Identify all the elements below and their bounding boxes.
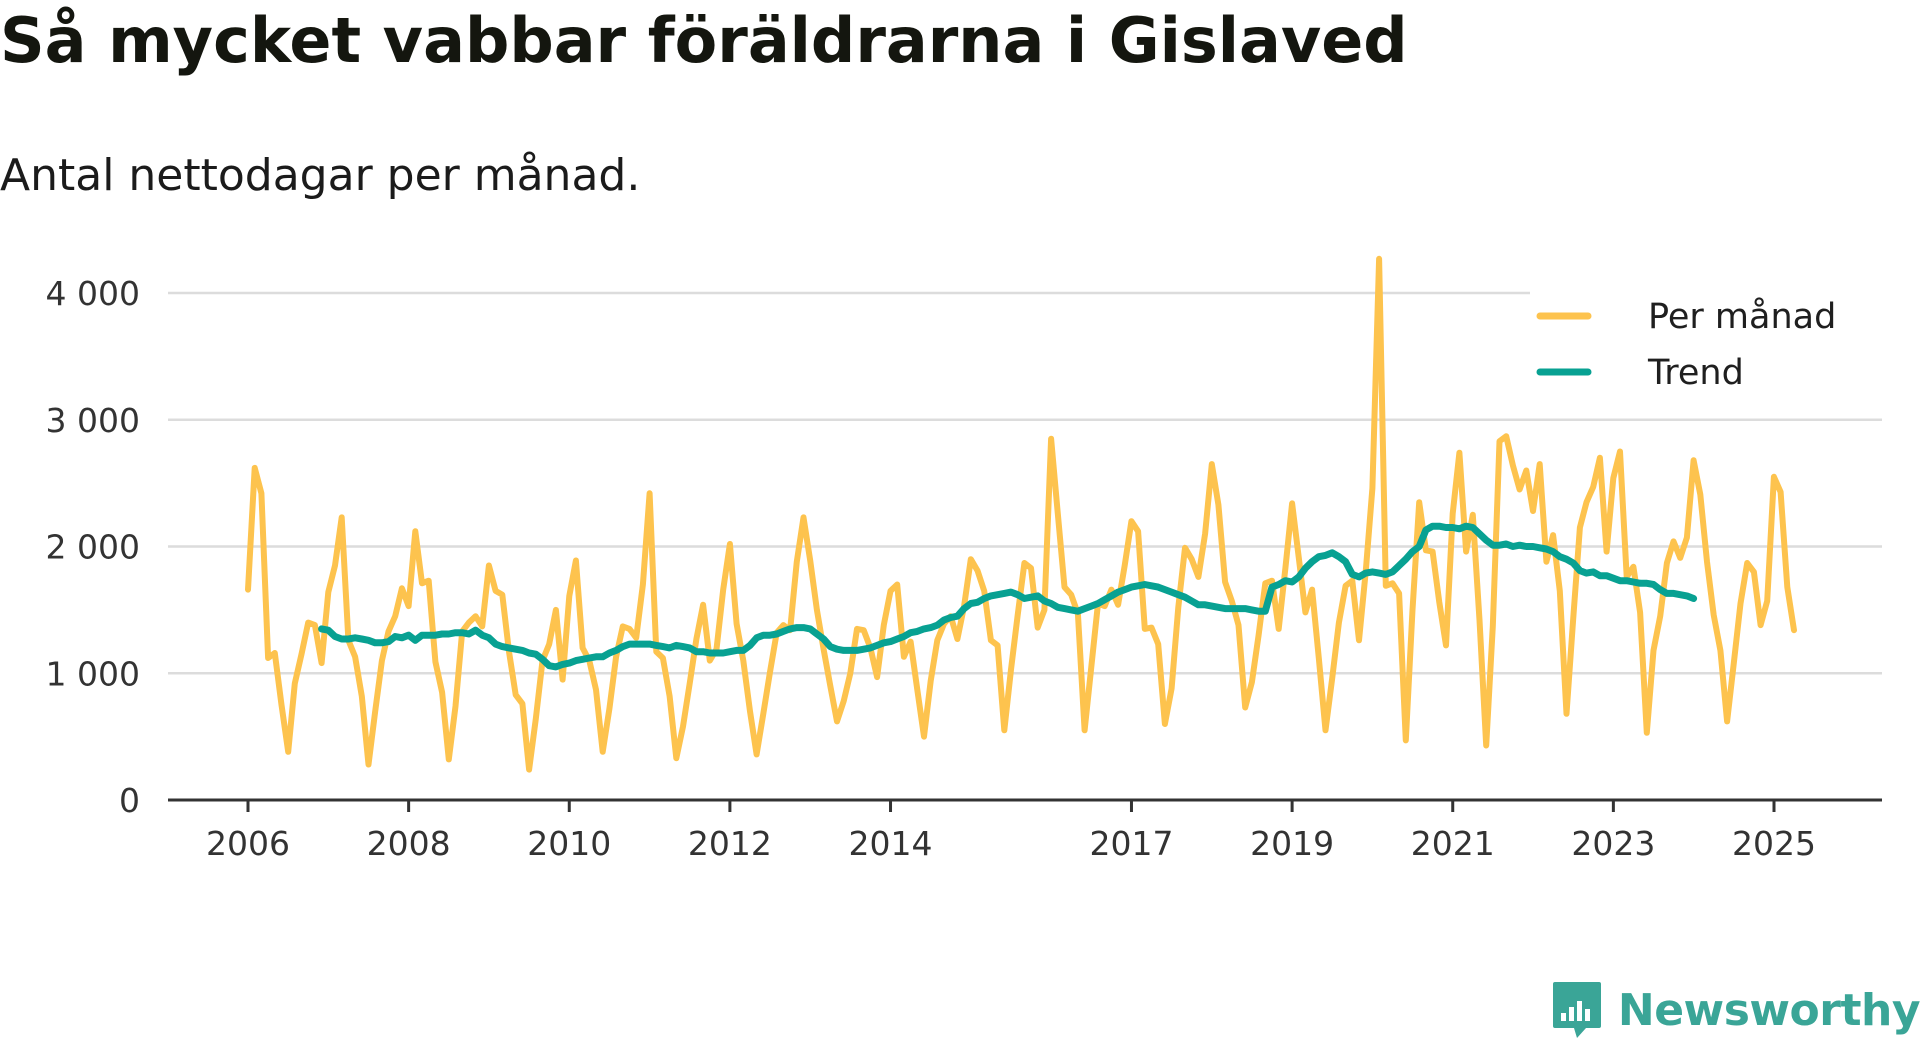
x-tick-label: 2019: [1250, 824, 1334, 863]
x-axis: 2006 2008 2010 2012 2014 2017 2019 2021 2023 2025: [168, 798, 1882, 863]
x-tick-label: 2021: [1411, 824, 1495, 863]
legend-label: Per månad: [1648, 296, 1836, 337]
brand: Newsworthy: [1552, 978, 1920, 1042]
x-tick-label: 2017: [1089, 824, 1173, 863]
y-tick-label: 4 000: [46, 274, 140, 313]
newsworthy-logo-icon: [1552, 982, 1601, 1038]
series-line-per-manad: [245, 255, 1797, 773]
x-tick-label: 2012: [688, 824, 772, 863]
legend-box: [1530, 283, 1890, 401]
x-tick-label: 2014: [849, 824, 933, 863]
y-tick-label: 2 000: [46, 528, 140, 567]
y-axis-ticks: 0 1 000 2 000 3 000 4 000: [46, 274, 140, 820]
brand-name: Newsworthy: [1617, 984, 1920, 1036]
chart-title: Så mycket vabbar föräldrarna i Gislaved: [0, 4, 1408, 77]
x-tick-label: 2010: [527, 824, 611, 863]
x-tick-label: 2023: [1571, 824, 1655, 863]
chart-subtitle: Antal nettodagar per månad.: [0, 150, 641, 201]
legend-label: Trend: [1647, 353, 1744, 393]
y-tick-label: 1 000: [46, 654, 140, 693]
x-tick-label: 2025: [1732, 824, 1816, 863]
y-tick-label: 3 000: [46, 401, 140, 440]
x-tick-label: 2006: [206, 824, 290, 863]
x-tick-label: 2008: [367, 824, 451, 863]
legend-background: [1530, 283, 1890, 401]
y-tick-label: 0: [119, 781, 140, 820]
series-line-trend: [318, 522, 1698, 671]
series-lines: [245, 255, 1797, 773]
legend: Per månad Trend: [1536, 296, 1836, 393]
